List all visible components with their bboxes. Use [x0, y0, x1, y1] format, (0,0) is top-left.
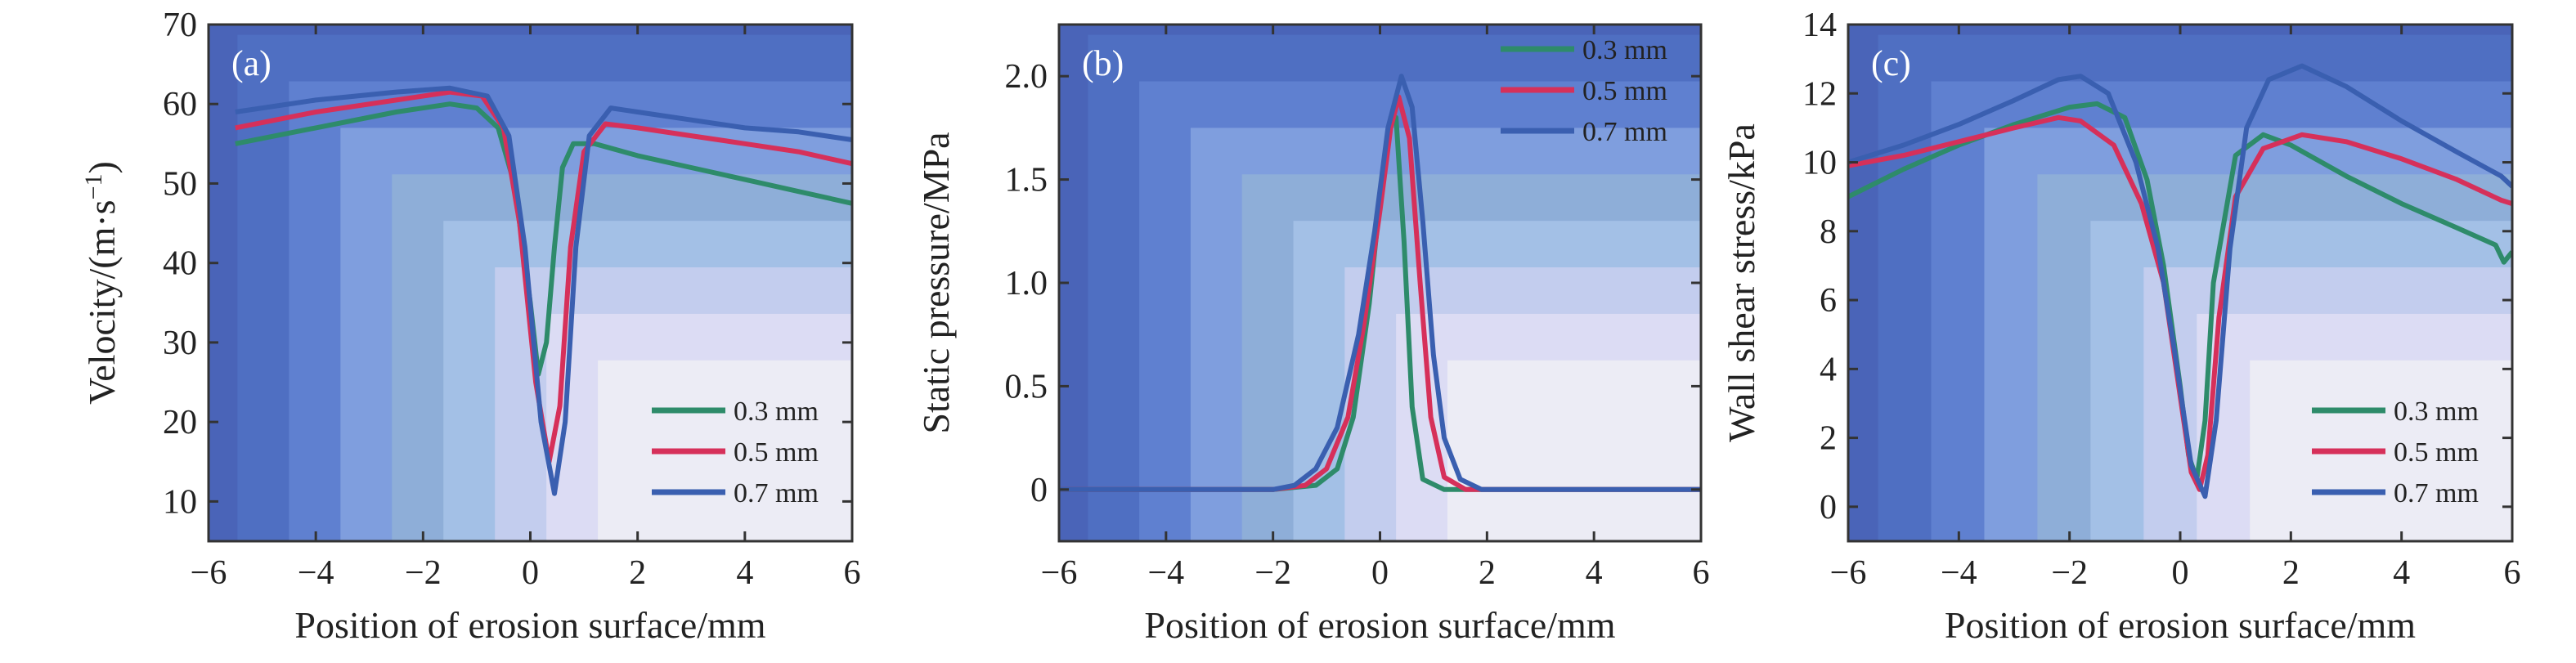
plot-background [1848, 25, 2512, 541]
plot-background [209, 25, 852, 541]
y-axis-label: Velocity/(m·s−1) [80, 161, 123, 405]
series-line-0.5-mm [1059, 94, 1701, 492]
y-tick-label: 0 [1820, 489, 1837, 526]
series-line-0.7-mm [1848, 63, 2512, 499]
x-tick-label: −6 [1830, 554, 1867, 592]
x-tick-label: −2 [405, 554, 442, 592]
panel-a: −6 −4 −2 0 2 4 6 10 20 30 40 50 60 70 Position of eros… [80, 7, 861, 646]
x-tick-label: 6 [2504, 554, 2521, 592]
panel-c: −6 −4 −2 0 2 4 6 0 2 4 6 8 10 12 14 Position of erosion… [1721, 7, 2521, 646]
series-line-0.3-mm [235, 101, 852, 377]
series-line-0.7-mm [1059, 74, 1701, 492]
x-tick-label: 4 [736, 554, 753, 592]
x-tick-label: 0 [522, 554, 539, 592]
y-tick-label: 8 [1820, 213, 1837, 251]
legend-label: 0.3 mm [2394, 396, 2479, 427]
x-tick-label: 2 [629, 554, 646, 592]
x-tick-label: −6 [191, 554, 227, 592]
bg-block [1447, 360, 1701, 541]
x-tick-label: −4 [1147, 554, 1184, 592]
y-tick-label: 0 [1030, 472, 1048, 509]
x-tick-label: −2 [2051, 554, 2088, 592]
series-line-0.5-mm [1848, 114, 2512, 492]
x-tick-label: 6 [1693, 554, 1710, 592]
y-tick-label: 40 [163, 245, 197, 283]
y-axis-label: Wall shear stress/kPa [1721, 123, 1762, 442]
panel-b: −6 −4 −2 0 2 4 6 0 0.5 1.0 1.5 2.0 Position of erosi… [915, 23, 1710, 646]
legend: 0.3 mm 0.5 mm 0.7 mm [2312, 396, 2479, 508]
y-axis-label-main: Velocity/(m·s [81, 199, 123, 404]
x-tick-label: 4 [1586, 554, 1603, 592]
x-tick-label: 2 [2282, 554, 2300, 592]
y-tick-label: 14 [1802, 7, 1837, 44]
y-tick-label: 20 [163, 404, 197, 441]
x-tick-label: −4 [1941, 554, 1977, 592]
x-tick-label: −4 [298, 554, 334, 592]
y-axis-label: Static pressure/MPa [915, 132, 957, 433]
legend-label: 0.3 mm [1582, 35, 1667, 65]
x-tick-label: −2 [1254, 554, 1291, 592]
series-line-0.5-mm [235, 89, 852, 464]
y-tick-label: 30 [163, 325, 197, 362]
y-tick-label: 2 [1820, 420, 1837, 458]
legend: 0.3 mm 0.5 mm 0.7 mm [652, 396, 819, 508]
y-axis-label-sup: −1 [80, 174, 107, 200]
legend: 0.3 mm 0.5 mm 0.7 mm [1501, 35, 1667, 147]
legend-label: 0.5 mm [1582, 76, 1667, 106]
x-tick-label: 0 [2172, 554, 2189, 592]
y-tick-label: 70 [163, 7, 197, 44]
y-tick-label: 1.0 [1005, 265, 1048, 302]
y-tick-label: 2.0 [1005, 58, 1048, 96]
legend-label: 0.7 mm [734, 478, 819, 508]
x-tick-label: 4 [2393, 554, 2410, 592]
x-axis-label: Position of erosion surface/mm [1945, 604, 2416, 646]
y-tick-label: 1.5 [1005, 162, 1048, 199]
x-tick-label: 0 [1371, 554, 1389, 592]
legend-label: 0.7 mm [1582, 117, 1667, 147]
series-line-0.7-mm [235, 85, 852, 496]
y-tick-label: 6 [1820, 282, 1837, 320]
y-tick-label: 10 [163, 483, 197, 521]
x-tick-label: −6 [1041, 554, 1078, 592]
y-tick-label: 10 [1802, 145, 1837, 182]
x-tick-label: 2 [1479, 554, 1496, 592]
y-tick-label: 12 [1802, 75, 1837, 113]
plot-background [1059, 25, 1701, 541]
y-tick-label: 60 [163, 86, 197, 123]
x-tick-label: 6 [844, 554, 861, 592]
y-tick-label: 4 [1820, 351, 1837, 388]
panel-label: (b) [1082, 43, 1124, 83]
x-axis-label: Position of erosion surface/mm [294, 604, 765, 646]
y-tick-label: 0.5 [1005, 368, 1048, 405]
y-tick-label: 50 [163, 165, 197, 203]
legend-label: 0.7 mm [2394, 478, 2479, 508]
y-axis-label-end: ) [81, 161, 123, 173]
y-axis-label-main: Wall shear stress/kPa [1721, 123, 1762, 442]
legend-label: 0.3 mm [734, 396, 819, 427]
legend-label: 0.5 mm [734, 437, 819, 468]
y-axis-label-main: Static pressure/MPa [915, 132, 957, 433]
panel-label: (a) [231, 43, 272, 83]
panel-label: (c) [1871, 43, 1911, 83]
x-axis-label: Position of erosion surface/mm [1144, 604, 1615, 646]
legend-label: 0.5 mm [2394, 437, 2479, 468]
